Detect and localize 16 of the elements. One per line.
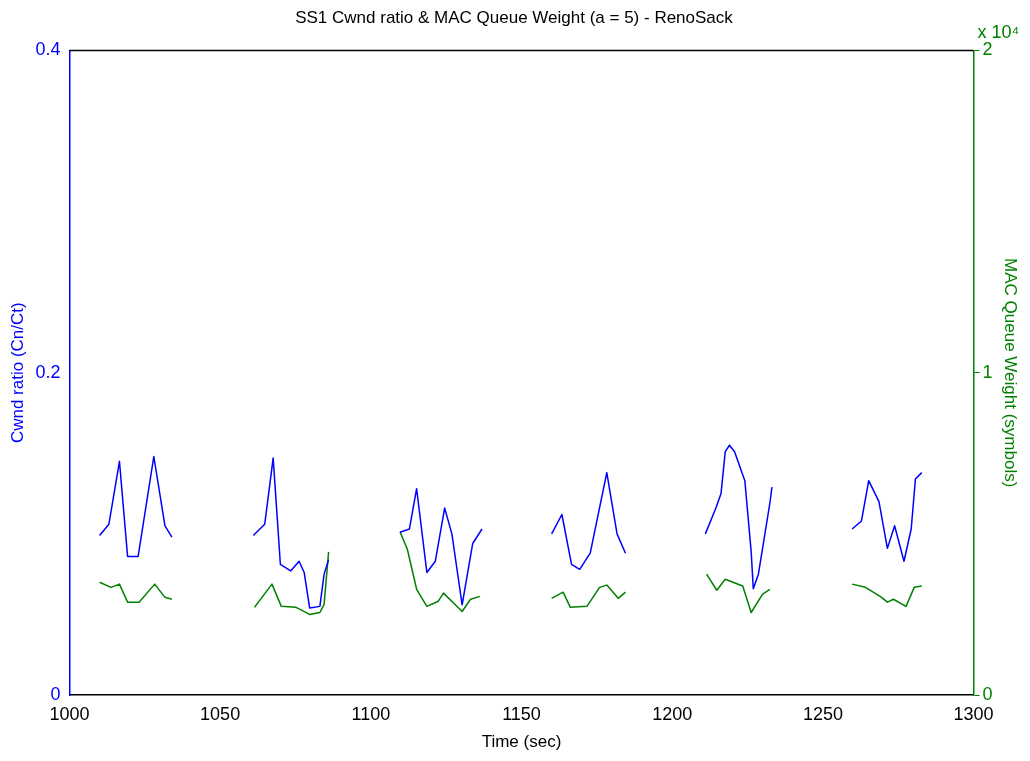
- y2-tick-label: 1: [982, 361, 993, 382]
- x-tick-label: 1150: [502, 703, 541, 724]
- y-tick-label: 0: [50, 683, 61, 704]
- x-tick-label: 1250: [802, 703, 843, 724]
- x-tick-label: 1050: [200, 703, 241, 724]
- y2-axis-title: MAC Queue Weight (symbols): [1001, 258, 1021, 488]
- y2-tick-label: 0: [982, 683, 993, 704]
- x-tick-label: 1000: [49, 703, 90, 724]
- y-tick-label: 0.2: [35, 361, 61, 382]
- x-tick-label: 1100: [351, 703, 391, 724]
- y-axis-title: Cwnd ratio (Cn/Ct): [7, 302, 27, 444]
- chart-title: SS1 Cwnd ratio & MAC Queue Weight (a = 5) - RenoSack: [295, 7, 734, 27]
- x-tick-label: 1200: [652, 703, 693, 724]
- x-tick-label: 1300: [953, 703, 994, 724]
- y-tick-label: 0.4: [35, 39, 61, 60]
- x-axis-title: Time (sec): [481, 732, 562, 752]
